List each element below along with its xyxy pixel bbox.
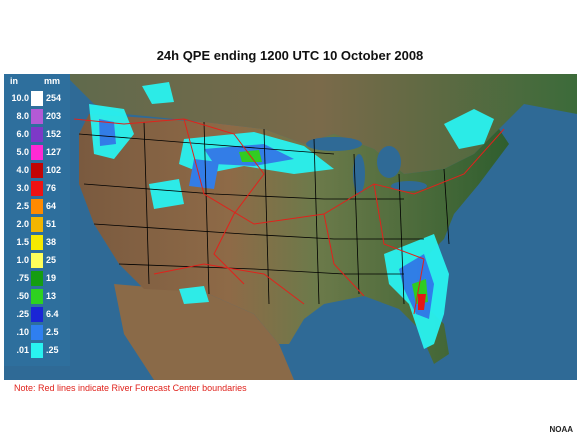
legend-row: 2.5 64 — [4, 198, 70, 215]
precipitation-map — [4, 74, 577, 380]
legend-inches-label: .75 — [16, 273, 29, 283]
legend-mm-label: 25 — [46, 255, 57, 265]
legend-color-swatch — [31, 343, 43, 358]
legend-inches-label: 4.0 — [16, 165, 29, 175]
legend-mm-label: 76 — [46, 183, 57, 193]
legend-mm-label: 6.4 — [46, 309, 59, 319]
legend-mm-label: 2.5 — [46, 327, 59, 337]
rfc-boundaries — [73, 118, 505, 315]
legend-inches-label: 2.5 — [16, 201, 29, 211]
legend-row: .01 .25 — [4, 342, 70, 359]
legend-mm-label: .25 — [46, 345, 59, 355]
state-boundaries — [78, 121, 450, 305]
legend-color-swatch — [31, 91, 43, 106]
legend-inches-label: .01 — [16, 345, 29, 355]
legend-color-swatch — [31, 235, 43, 250]
legend-color-swatch — [31, 109, 43, 124]
legend-inches-label: 1.5 — [16, 237, 29, 247]
lake-superior — [306, 137, 362, 151]
canada-landmass — [64, 74, 577, 174]
legend-color-swatch — [31, 145, 43, 160]
legend-unit-millimeters: mm — [44, 76, 61, 86]
precipitation-legend: in mm 10.0 254 8.0 203 6.0 152 5.0 127 4.0 102 3.0… — [4, 74, 70, 366]
lake-huron — [377, 146, 401, 178]
legend-unit-inches: in — [10, 76, 18, 86]
legend-color-swatch — [31, 253, 43, 268]
legend-row: .50 13 — [4, 288, 70, 305]
legend-inches-label: 2.0 — [16, 219, 29, 229]
legend-row: 3.0 76 — [4, 180, 70, 197]
legend-inches-label: 8.0 — [16, 111, 29, 121]
legend-inches-label: 1.0 — [16, 255, 29, 265]
legend-row: 2.0 51 — [4, 216, 70, 233]
legend-mm-label: 51 — [46, 219, 57, 229]
legend-row: 6.0 152 — [4, 126, 70, 143]
legend-inches-label: 3.0 — [16, 183, 29, 193]
legend-mm-label: 152 — [46, 129, 62, 139]
legend-color-swatch — [31, 217, 43, 232]
legend-row: .75 19 — [4, 270, 70, 287]
legend-row: 1.5 38 — [4, 234, 70, 251]
legend-inches-label: .50 — [16, 291, 29, 301]
mexico-landmass — [114, 284, 294, 380]
legend-row: .10 2.5 — [4, 324, 70, 341]
legend-row: 10.0 254 — [4, 90, 70, 107]
rfc-note: Note: Red lines indicate River Forecast … — [14, 383, 247, 393]
lake-erie — [391, 181, 427, 191]
legend-row: 1.0 25 — [4, 252, 70, 269]
legend-mm-label: 102 — [46, 165, 62, 175]
legend-mm-label: 254 — [46, 93, 62, 103]
legend-color-swatch — [31, 199, 43, 214]
legend-inches-label: 10.0 — [11, 93, 29, 103]
legend-mm-label: 38 — [46, 237, 57, 247]
legend-row: .25 6.4 — [4, 306, 70, 323]
noaa-credit: NOAA — [549, 425, 573, 434]
legend-inches-label: 6.0 — [16, 129, 29, 139]
map-title: 24h QPE ending 1200 UTC 10 October 2008 — [156, 48, 424, 63]
legend-color-swatch — [31, 181, 43, 196]
legend-color-swatch — [31, 325, 43, 340]
legend-mm-label: 203 — [46, 111, 62, 121]
legend-color-swatch — [31, 289, 43, 304]
lake-michigan — [353, 154, 365, 194]
legend-mm-label: 13 — [46, 291, 57, 301]
legend-color-swatch — [31, 127, 43, 142]
legend-inches-label: .10 — [16, 327, 29, 337]
legend-color-swatch — [31, 271, 43, 286]
legend-color-swatch — [31, 307, 43, 322]
us-landmass — [79, 114, 509, 364]
legend-row: 8.0 203 — [4, 108, 70, 125]
legend-inches-label: 5.0 — [16, 147, 29, 157]
legend-row: 4.0 102 — [4, 162, 70, 179]
legend-row: 5.0 127 — [4, 144, 70, 161]
legend-inches-label: .25 — [16, 309, 29, 319]
legend-mm-label: 127 — [46, 147, 62, 157]
legend-mm-label: 19 — [46, 273, 57, 283]
legend-color-swatch — [31, 163, 43, 178]
legend-mm-label: 64 — [46, 201, 57, 211]
